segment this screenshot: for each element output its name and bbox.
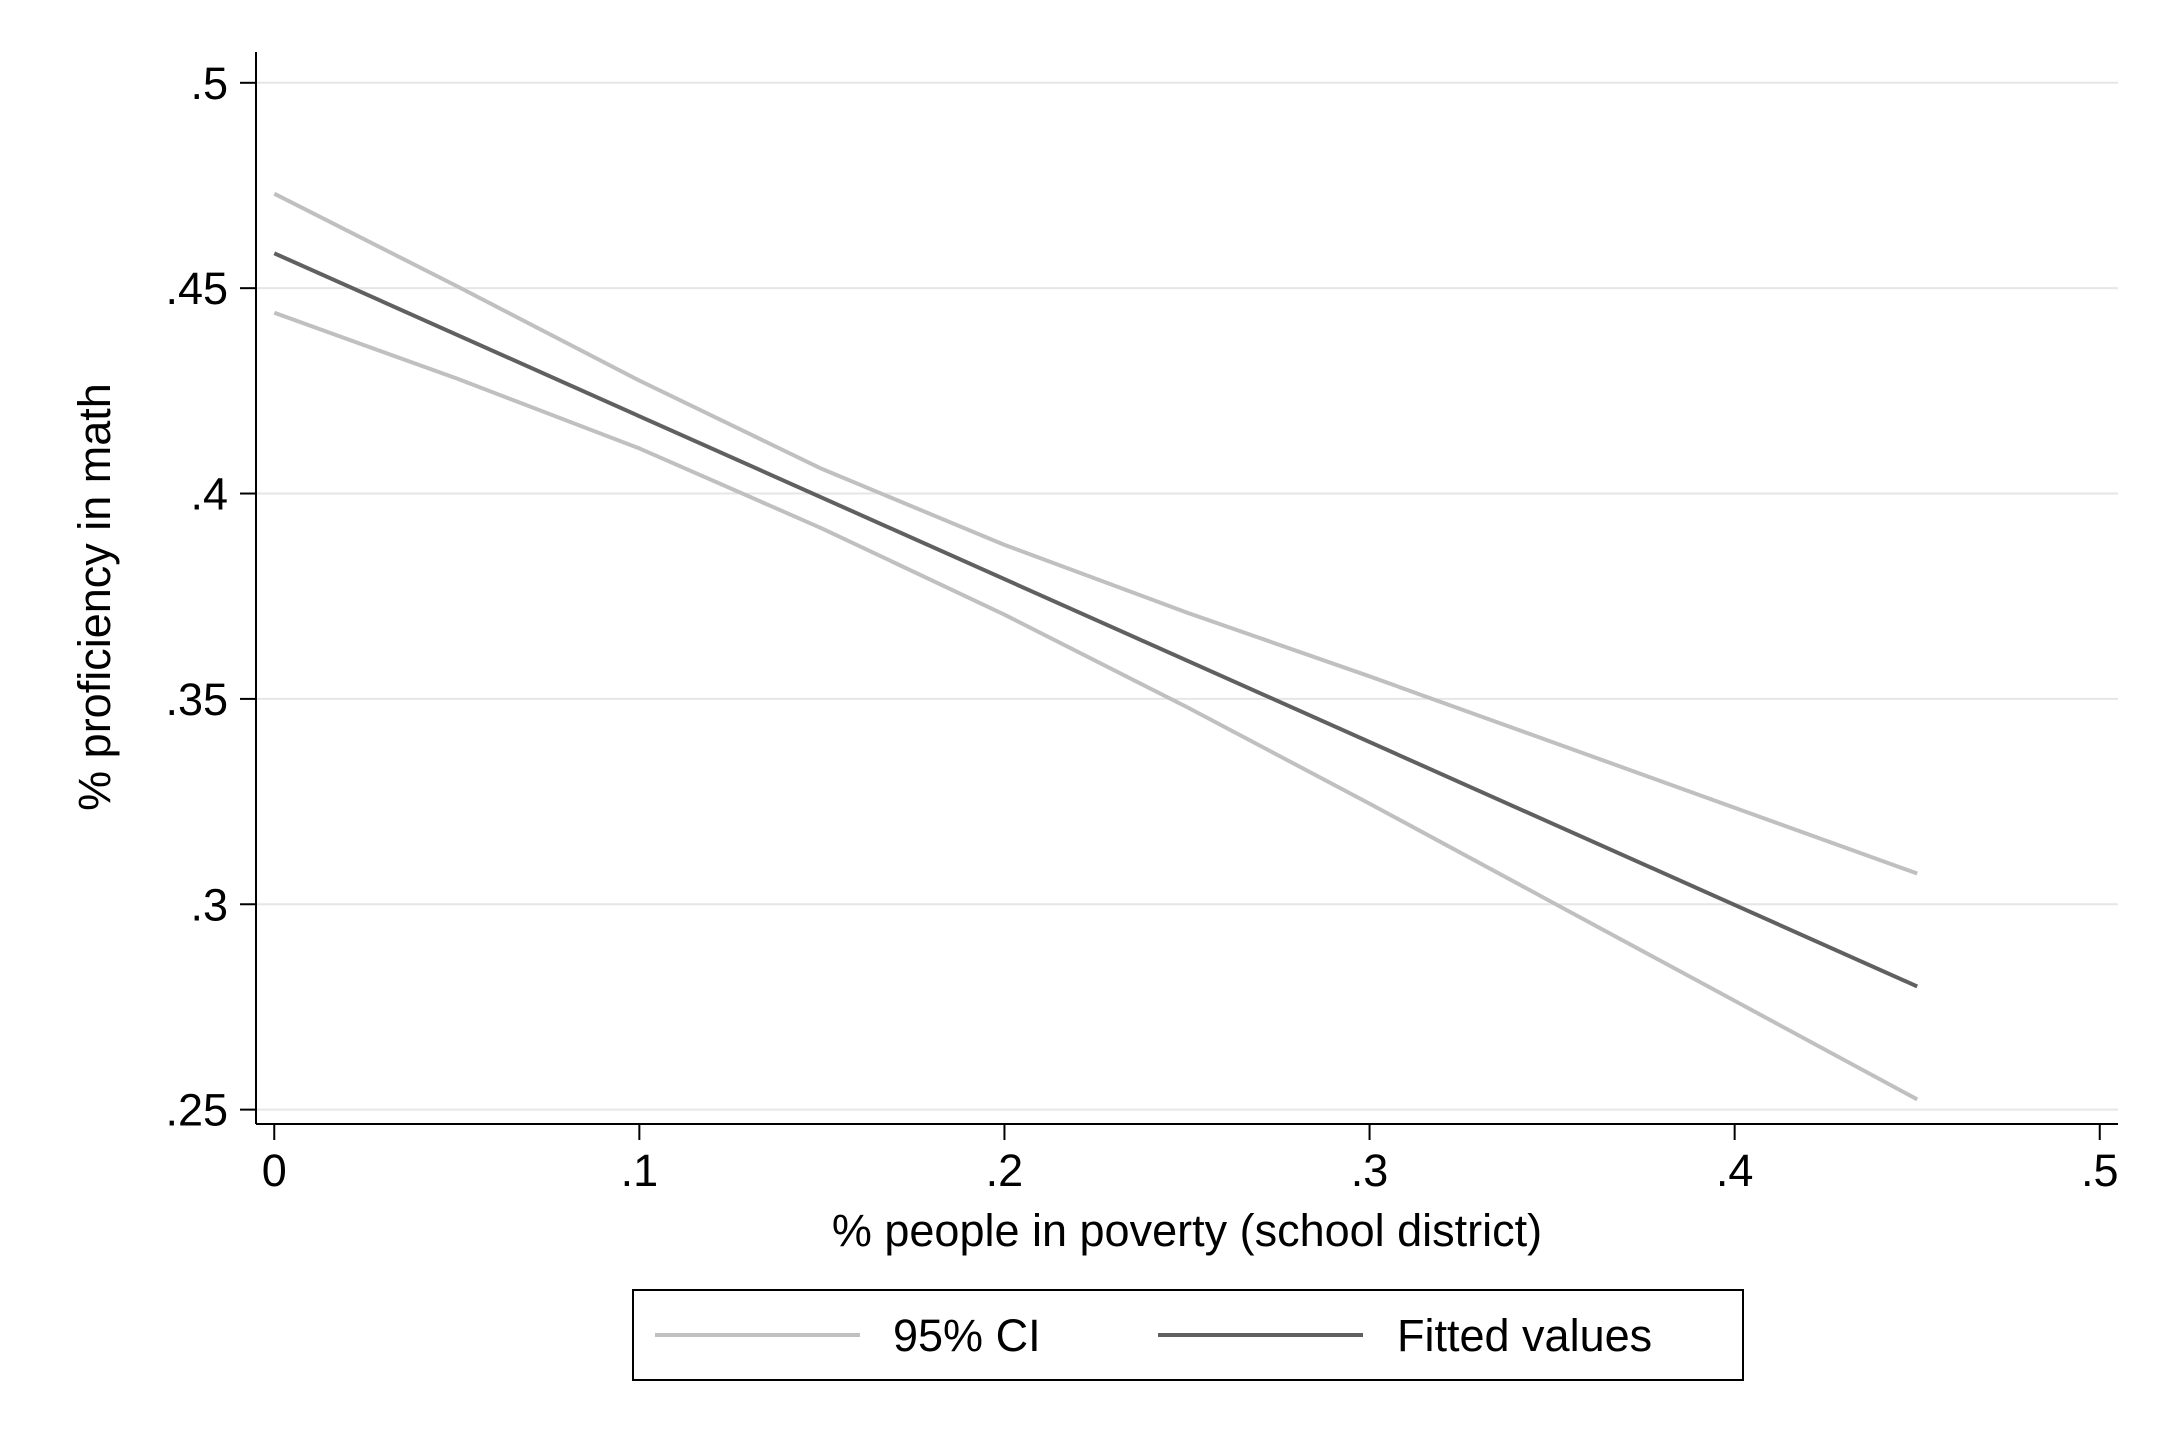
legend-ci-label: 95% CI — [893, 1310, 1041, 1361]
ci-band — [273, 191, 1919, 1102]
y-tick-label: .35 — [165, 674, 228, 725]
y-tick-label: .4 — [190, 469, 228, 520]
x-tick-label: .5 — [2081, 1145, 2119, 1196]
y-tick-label: .45 — [165, 263, 228, 314]
ci-upper-line — [273, 191, 1918, 876]
y-axis-title: % proficiency in math — [69, 383, 120, 811]
fitted-values-line — [273, 251, 1919, 989]
x-tick-label: .4 — [1716, 1145, 1754, 1196]
gridlines — [256, 81, 2118, 1111]
y-tick-label: .3 — [190, 879, 228, 930]
legend-fit-label: Fitted values — [1397, 1310, 1652, 1361]
x-axis-ticks: 0 .1 .2 .3 .4 .5 — [262, 1124, 2119, 1196]
y-tick-label: .5 — [190, 58, 228, 109]
ci-lower-line — [273, 310, 1919, 1102]
y-tick-label: .25 — [165, 1085, 228, 1136]
x-tick-label: .3 — [1351, 1145, 1389, 1196]
x-axis-title: % people in poverty (school district) — [832, 1205, 1542, 1256]
y-axis-ticks: .25 .3 .35 .4 .45 .5 — [165, 58, 256, 1136]
x-tick-label: 0 — [262, 1145, 287, 1196]
x-tick-label: .2 — [986, 1145, 1024, 1196]
legend: 95% CI Fitted values — [632, 1289, 1744, 1381]
x-tick-label: .1 — [621, 1145, 659, 1196]
